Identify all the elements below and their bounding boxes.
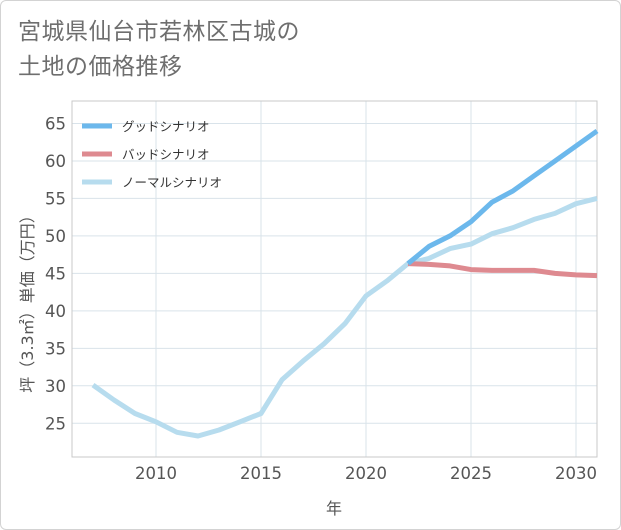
x-axis-ticks: 2010 2015 2020 2025 2030	[135, 464, 597, 483]
x-tick-label-2010: 2010	[135, 464, 177, 483]
chart-title-line-2: 土地の価格推移	[18, 54, 183, 80]
y-tick-label-55: 55	[45, 189, 66, 208]
y-tick-label-25: 25	[45, 414, 66, 433]
y-tick-label-60: 60	[45, 152, 66, 171]
y-tick-label-40: 40	[45, 302, 66, 321]
y-tick-label-50: 50	[45, 227, 66, 246]
plot-area-border	[71, 100, 598, 458]
x-tick-label-2025: 2025	[450, 464, 492, 483]
y-tick-label-30: 30	[45, 377, 66, 396]
y-tick-label-65: 65	[45, 114, 66, 133]
y-axis-label: 坪（3.3㎡）単価（万円）	[18, 207, 37, 392]
y-tick-label-35: 35	[45, 339, 66, 358]
chart-title: 宮城県仙台市若林区古城の 土地の価格推移	[18, 15, 300, 85]
x-tick-label-2030: 2030	[555, 464, 597, 483]
x-tick-label-2020: 2020	[345, 464, 387, 483]
x-axis-label: 年	[326, 499, 342, 518]
grid-lines	[72, 101, 597, 457]
y-axis-ticks: 25 30 35 40 45 50 55 60 65	[45, 114, 66, 433]
legend-label-2: ノーマルシナリオ	[122, 175, 222, 190]
series-lines	[91, 128, 599, 439]
legend-label-1: バッドシナリオ	[122, 147, 210, 162]
series-line-0	[406, 128, 599, 266]
series-line-1	[407, 261, 598, 279]
legend-label-0: グッドシナリオ	[122, 119, 210, 134]
x-tick-label-2015: 2015	[240, 464, 282, 483]
y-tick-label-45: 45	[45, 264, 66, 283]
series-line-2	[91, 195, 598, 439]
chart-title-line-1: 宮城県仙台市若林区古城の	[18, 19, 300, 45]
